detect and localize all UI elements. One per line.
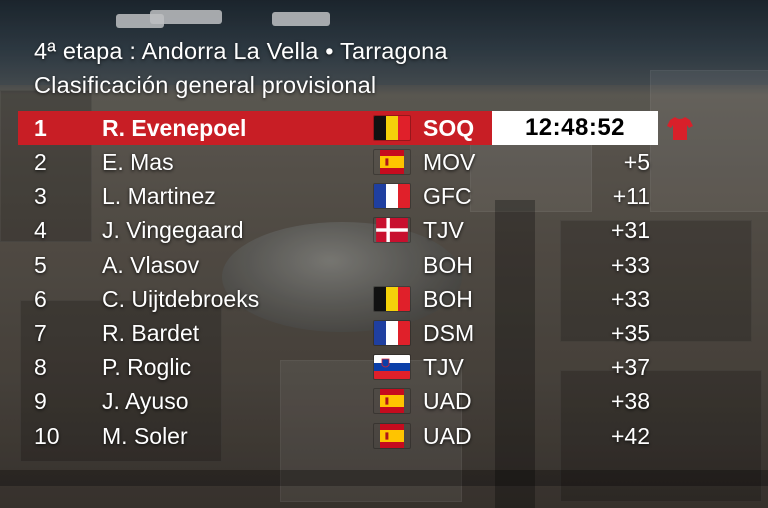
classification-title: Clasificación general provisional [34,72,377,98]
rider-position: 6 [34,285,47,312]
time-gap: +38 [610,388,650,415]
time-gap: +11 [612,183,650,210]
belgium-flag-icon [374,116,410,140]
france-flag-icon [374,320,410,345]
rider-position: 5 [34,251,47,278]
team-code: BOH [423,285,473,312]
spain-flag-icon [374,389,410,414]
standings-row: 5 A. Vlasov BOH +33 [18,248,698,282]
france-flag-icon [374,184,410,209]
time-gap: +33 [610,251,650,278]
rider-name: C. Uijtdebroeks [102,285,260,312]
standings-row: 2 E. Mas MOV +5 [18,145,698,179]
rider-name: R. Evenepoel [102,115,247,141]
time-gap: +31 [610,217,650,244]
rider-position: 1 [34,115,47,141]
team-code: DSM [423,319,475,346]
rider-position: 10 [34,422,60,449]
street-shape [0,470,768,486]
building-shape [560,370,762,502]
rider-name: J. Ayuso [102,388,189,415]
spain-flag-icon [374,423,410,448]
team-code: GFC [423,183,472,210]
rider-position: 4 [34,217,47,244]
standings-row-leader: 1 R. Evenepoel SOQ 12:48:52 [18,111,698,145]
standings-table: 1 R. Evenepoel SOQ 12:48:52 2 E. Mas MOV… [18,111,698,453]
standings-row: 9 J. Ayuso UAD +38 [18,384,698,418]
rider-name: E. Mas [102,149,174,175]
time-gap: +33 [610,285,650,312]
rider-name: M. Soler [102,422,188,449]
yacht-shape [272,12,330,26]
standings-row: 8 P. Roglic TJV +37 [18,350,698,384]
rider-position: 2 [34,149,47,175]
building-shape [650,70,768,212]
standings-row: 3 L. Martinez GFC +11 [18,179,698,213]
building-shape [560,220,752,342]
team-code: TJV [423,354,464,381]
rider-name: R. Bardet [102,319,200,346]
team-code: MOV [423,149,476,175]
time-gap: +35 [610,319,650,346]
team-code: BOH [423,251,473,278]
team-code: SOQ [423,115,475,141]
stage-title: 4ª etapa : Andorra La Vella • Tarragona [34,38,448,64]
standings-row: 10 M. Soler UAD +42 [18,419,698,453]
rider-position: 8 [34,354,47,381]
belgium-flag-icon [374,286,410,311]
leader-highlight-bar [18,111,494,145]
graphic-header: 4ª etapa : Andorra La Vella • Tarragona … [34,34,448,102]
standings-row: 7 R. Bardet DSM +35 [18,316,698,350]
spain-flag-icon [374,150,410,174]
leader-time: 12:48:52 [492,111,658,145]
street-shape [495,200,535,508]
rider-name: J. Vingegaard [102,217,244,244]
red-jersey-icon [667,117,693,140]
rider-position: 3 [34,183,47,210]
time-gap: +42 [610,422,650,449]
bullring-dome-shape [222,222,462,332]
rider-name: A. Vlasov [102,251,200,278]
rider-position: 9 [34,388,47,415]
rider-name: P. Roglic [102,354,192,381]
denmark-flag-icon [374,218,410,243]
time-gap: +37 [610,354,650,381]
standings-row: 4 J. Vingegaard TJV +31 [18,213,698,247]
rider-name: L. Martinez [102,183,216,210]
team-code: UAD [423,388,472,415]
team-code: UAD [423,422,472,449]
time-gap: +5 [623,149,650,175]
building-shape [280,360,462,502]
rider-position: 7 [34,319,47,346]
yacht-shape [150,10,222,24]
standings-row: 6 C. Uijtdebroeks BOH +33 [18,282,698,316]
slovenia-flag-icon [374,355,410,380]
team-code: TJV [423,217,464,244]
building-shape [20,300,222,462]
